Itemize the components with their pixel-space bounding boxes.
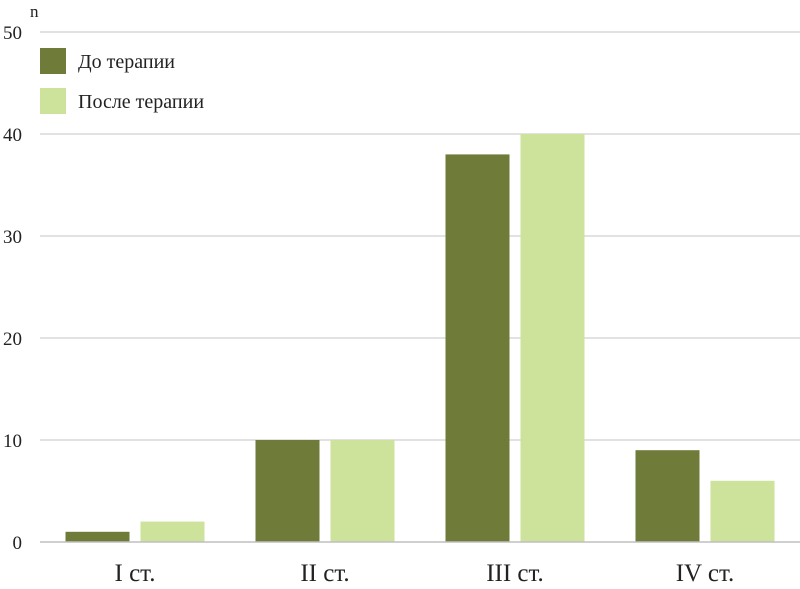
bar-after-3 — [520, 134, 585, 542]
y-tick-label: 40 — [3, 125, 22, 146]
x-category-label: I ст. — [115, 560, 156, 587]
legend-swatch — [40, 48, 66, 74]
bar-after-2 — [330, 440, 395, 542]
x-category-label: III ст. — [486, 560, 544, 587]
legend-label: После терапии — [78, 91, 204, 113]
gridlines — [40, 31, 800, 441]
y-axis-label: n — [30, 2, 39, 21]
legend-swatch — [40, 88, 66, 114]
x-category-label: II ст. — [300, 560, 349, 587]
y-axis-ticks: 0 10 20 30 40 50 — [3, 23, 22, 554]
bar-before-2 — [255, 440, 320, 542]
legend: До терапии После терапии — [40, 48, 204, 114]
y-tick-label: 30 — [3, 227, 22, 248]
y-tick-label: 10 — [3, 431, 22, 452]
x-axis-categories: I ст. II ст. III ст. IV ст. — [115, 560, 735, 587]
y-tick-label: 50 — [3, 23, 22, 44]
legend-label: До терапии — [78, 51, 175, 73]
x-category-label: IV ст. — [676, 560, 735, 587]
bar-after-4 — [710, 480, 775, 542]
bar-before-1 — [65, 531, 130, 542]
bar-after-1 — [140, 521, 205, 542]
y-tick-label: 0 — [13, 533, 23, 554]
bar-before-3 — [445, 154, 510, 542]
bars — [65, 134, 775, 542]
y-tick-label: 20 — [3, 329, 22, 350]
bar-before-4 — [635, 450, 700, 542]
